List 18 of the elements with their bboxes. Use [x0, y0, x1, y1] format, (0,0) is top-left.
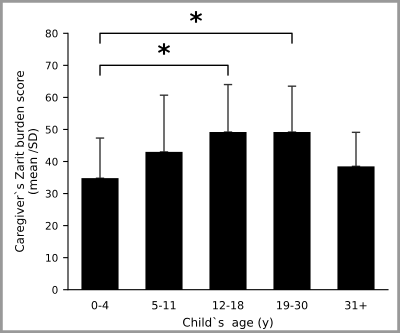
x-tick-label: 12-18 — [213, 301, 244, 310]
y-tick-label: 30 — [46, 190, 58, 198]
y-tick-label: 60 — [46, 94, 58, 102]
annotation: * — [158, 43, 170, 55]
y-tick-label: 70 — [46, 62, 58, 70]
y-tick-label: 50 — [46, 126, 58, 134]
y-tick-label: 20 — [46, 222, 58, 230]
text: * — [190, 11, 202, 23]
x-tick-label: 5-11 — [152, 301, 176, 310]
y-axis-title: Caregiver`s Zarit burden score (mean /SD) — [14, 71, 39, 252]
y-tick-label: 80 — [46, 30, 58, 38]
y-tick-label: 40 — [46, 158, 58, 166]
x-tick-label: 19-30 — [277, 301, 308, 310]
x-tick-label: 0-4 — [92, 301, 108, 310]
y-tick-label: 10 — [46, 254, 58, 262]
x-tick-label: 31+ — [345, 301, 367, 310]
x-axis-title: Child`s age (y) — [183, 317, 273, 330]
y-tick-label: 0 — [52, 286, 58, 294]
